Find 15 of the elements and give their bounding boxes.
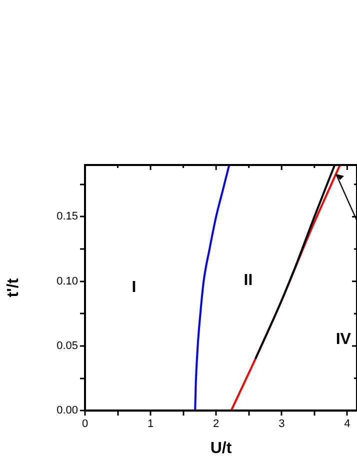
- annotation: II: [244, 272, 253, 289]
- y-tick-label: 0.15: [56, 210, 78, 223]
- x-tick-label: 1: [147, 418, 154, 430]
- line-series: [194, 165, 230, 411]
- x-tick-label: 0: [82, 418, 88, 430]
- annotation: IV: [336, 330, 352, 348]
- x-tick-label: 2: [213, 418, 220, 430]
- x-tick-label: 3: [278, 418, 285, 430]
- x-axis-title: U/t: [210, 440, 232, 457]
- y-tick-label: 0.10: [56, 275, 78, 288]
- y-tick-label: 0.00: [56, 404, 78, 417]
- x-tick-label: 4: [344, 418, 350, 430]
- y-axis-title: t'/t: [5, 278, 22, 298]
- y-tick-label: 0.05: [56, 340, 78, 352]
- annotation: I: [132, 279, 136, 296]
